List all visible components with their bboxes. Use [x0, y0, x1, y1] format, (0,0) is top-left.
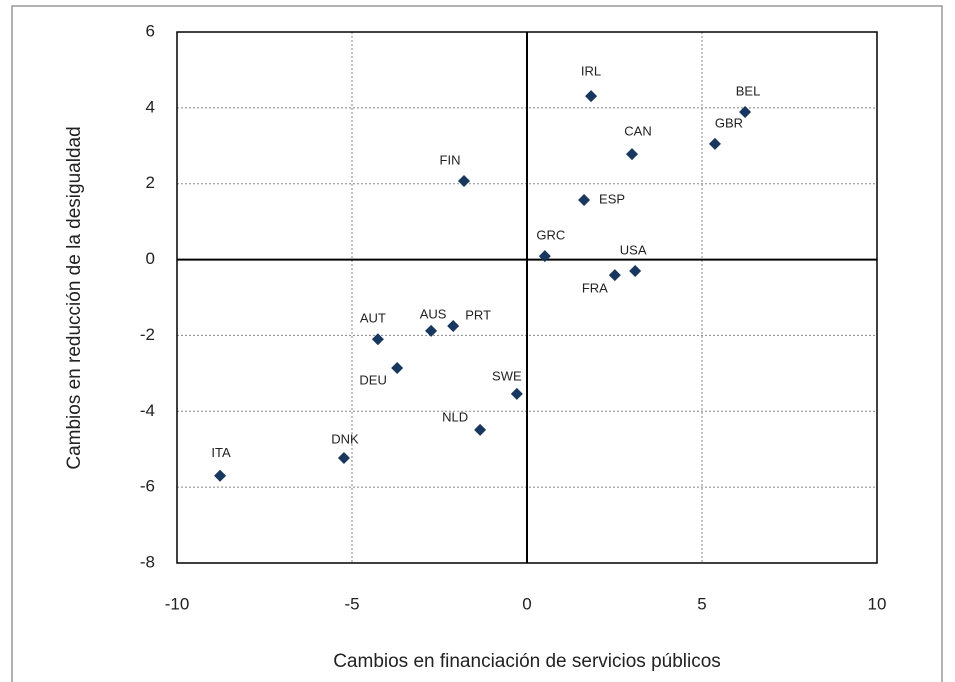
point — [337, 451, 350, 464]
point — [585, 90, 598, 103]
x-axis-label: Cambios en financiación de servicios púb… — [333, 651, 721, 672]
point-label: AUT — [360, 311, 386, 326]
point — [708, 137, 721, 150]
point — [391, 362, 404, 375]
y-tick-label: -8 — [140, 552, 155, 571]
y-tick-label: 4 — [146, 97, 155, 116]
point — [578, 194, 591, 207]
point-label: NLD — [442, 409, 468, 424]
point-label: CAN — [624, 124, 651, 139]
x-tick-label: -10 — [165, 594, 190, 613]
point-label: IRL — [581, 64, 601, 79]
point-label: DEU — [359, 372, 386, 387]
point-label: GRC — [536, 228, 565, 243]
y-tick-label: 0 — [146, 249, 155, 268]
point — [214, 469, 227, 482]
point — [447, 319, 460, 332]
point — [629, 264, 642, 277]
point-label: BEL — [736, 83, 761, 98]
point-label: FRA — [582, 281, 608, 296]
y-tick-label: -2 — [140, 325, 155, 344]
point — [538, 250, 551, 263]
x-tick-label: -5 — [344, 594, 359, 613]
point — [425, 324, 438, 337]
point — [474, 423, 487, 436]
point — [371, 333, 384, 346]
y-tick-label: -6 — [140, 477, 155, 496]
point — [510, 387, 523, 400]
point — [608, 269, 621, 282]
frame — [11, 5, 943, 682]
point-label: GBR — [715, 115, 743, 130]
y-axis-label: Cambios en reducción de la desigualdad — [64, 126, 85, 469]
point-label: AUS — [420, 306, 447, 321]
point — [458, 175, 470, 188]
y-tick-label: 6 — [146, 21, 155, 40]
x-tick-label: 5 — [697, 594, 706, 613]
point-label: DNK — [331, 431, 359, 446]
point-label: FIN — [440, 152, 461, 167]
point — [739, 106, 752, 119]
point-label: ITA — [211, 445, 231, 460]
point-label: USA — [620, 242, 647, 257]
x-tick-label: 10 — [868, 594, 887, 613]
point-label: SWE — [492, 368, 522, 383]
point — [626, 148, 638, 161]
x-tick-label: 0 — [522, 594, 531, 613]
point-label: ESP — [599, 191, 625, 206]
point-label: PRT — [465, 307, 491, 322]
y-tick-label: -4 — [140, 401, 155, 420]
y-tick-label: 2 — [146, 173, 155, 192]
